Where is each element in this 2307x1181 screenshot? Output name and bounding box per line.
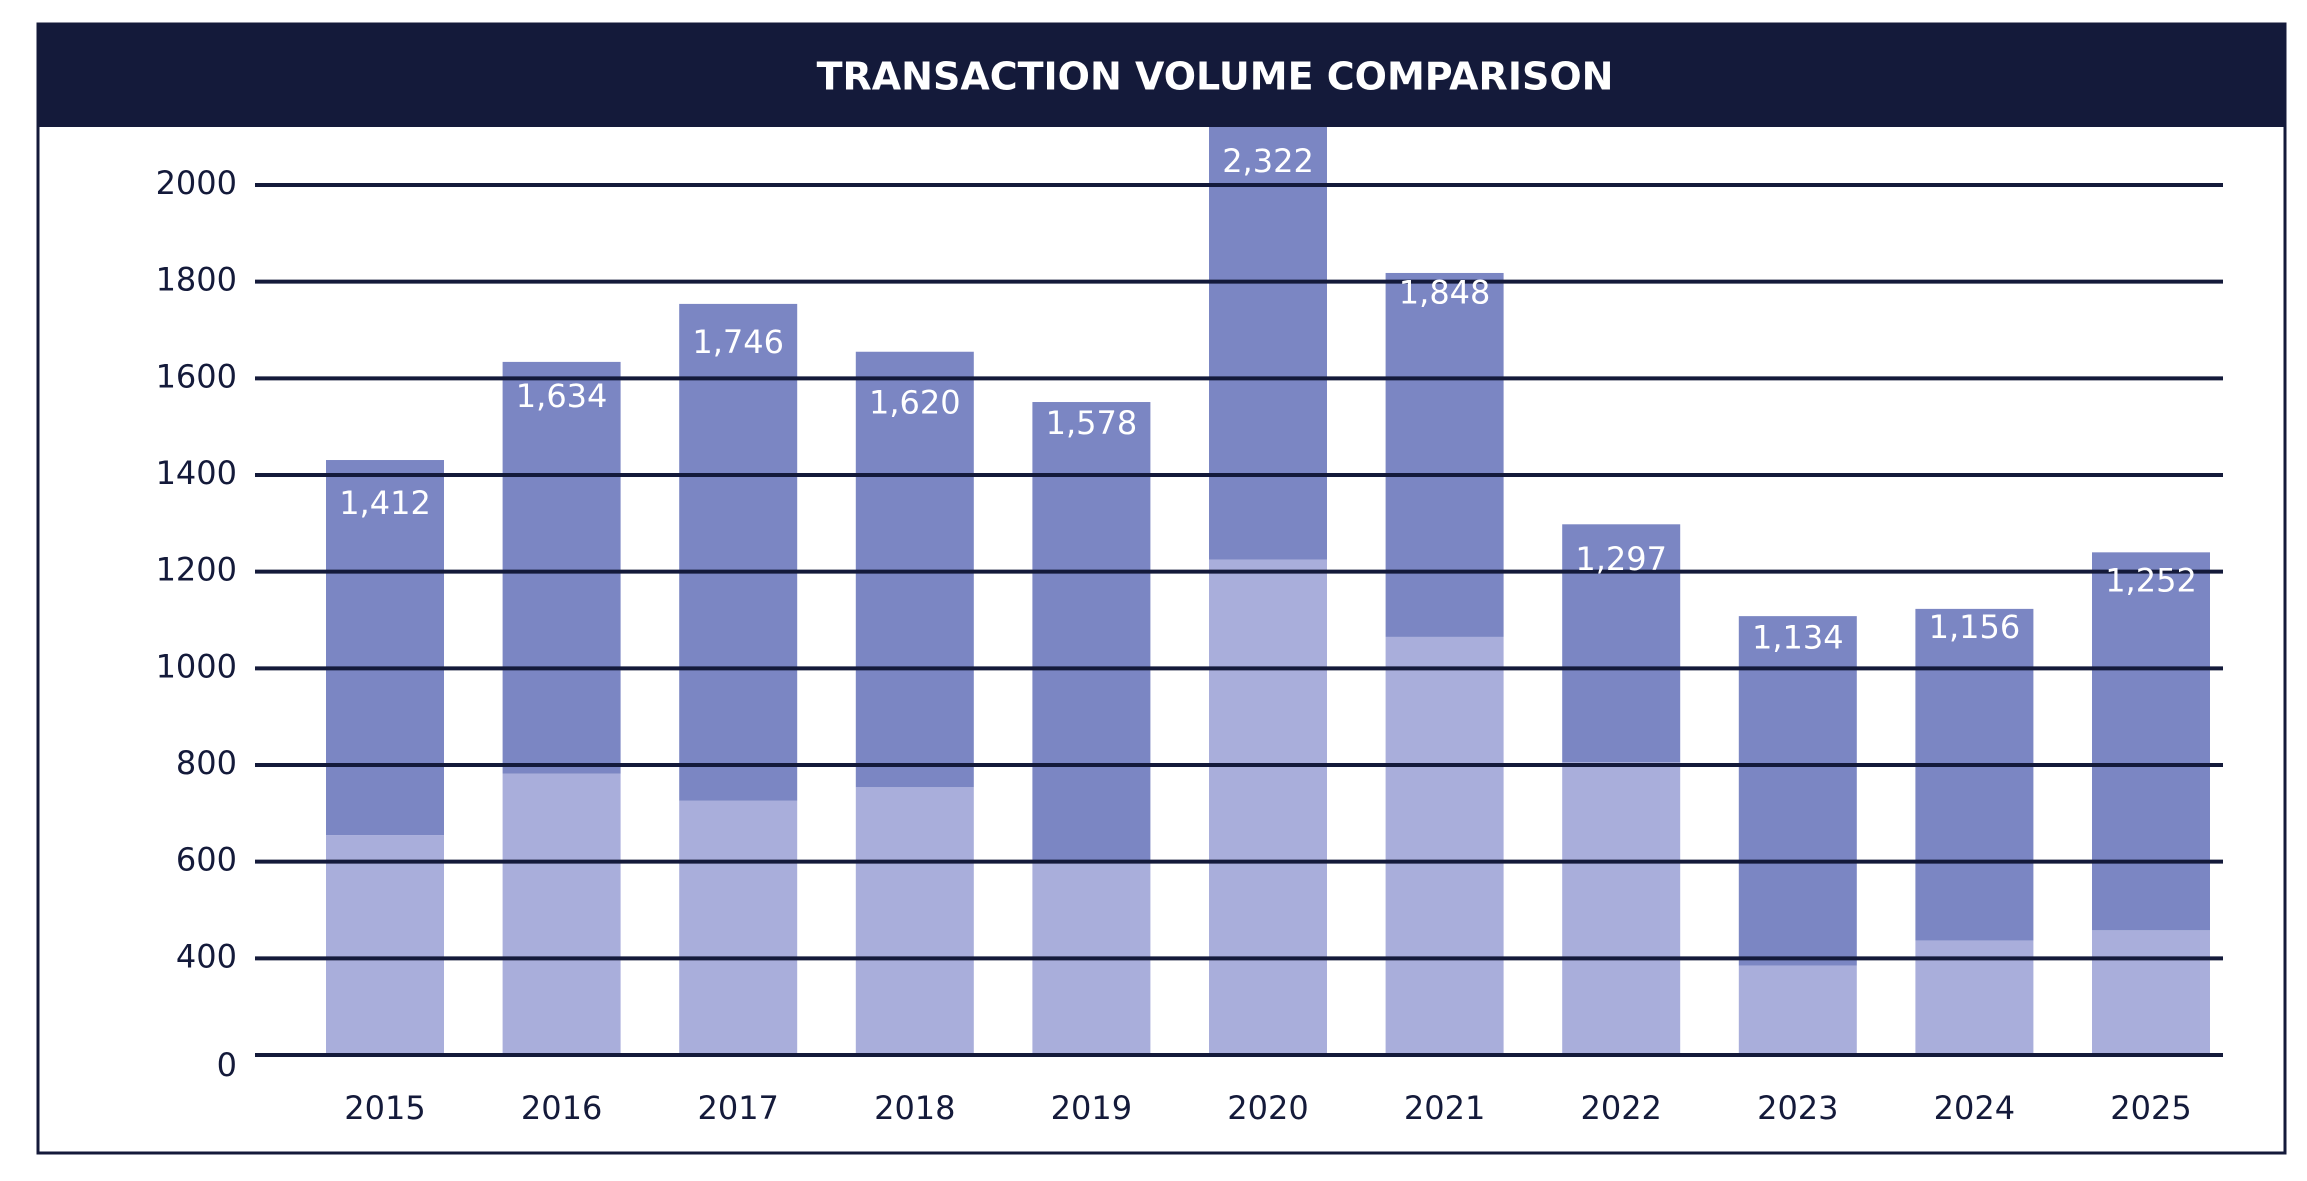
bar-group [326,127,2210,1055]
total-label: 1,297 [1575,540,1667,578]
total-label: 1,578 [1046,404,1138,442]
y-tick-label: 1600 [156,357,237,395]
total-label: 1,620 [869,384,961,422]
bar-segment [1209,559,1327,1055]
x-tick-label: 2024 [1934,1089,2015,1127]
bar-segment [1385,636,1504,1055]
y-tick-label: 800 [176,744,237,782]
y-tick-label: 600 [176,841,237,879]
bar-segment [2092,552,2210,931]
bar-segment [1032,402,1151,862]
bar-segment [679,303,798,801]
bar-segment [1562,762,1681,1055]
bar-segment [502,773,621,1055]
y-tick-label: 1000 [156,647,237,685]
total-label: 1,134 [1752,619,1844,657]
bar-segment [1915,608,2034,941]
x-tick-label: 2020 [1227,1089,1308,1127]
y-tick-label: 1800 [156,261,237,299]
x-tick-label: 2021 [1404,1089,1485,1127]
chart-title: TRANSACTION VOLUME COMPARISON [817,55,1614,99]
chart-header [38,24,2285,127]
x-tick-label: 2015 [344,1089,425,1127]
total-label: 2,322 [1222,142,1314,180]
total-label: 1,156 [1929,608,2021,646]
bar-segment [1738,965,1857,1055]
bar-segment [2092,930,2210,1055]
bar-segment [1562,524,1681,763]
total-label: 1,848 [1399,273,1491,311]
total-label: 1,252 [2105,562,2197,600]
bar-segment [1209,127,1327,560]
x-tick-label: 2025 [2110,1089,2191,1127]
x-tick-label: 2019 [1051,1089,1132,1127]
y-tick-label: 0 [217,1046,237,1084]
bar-segment [855,787,974,1055]
bar-segment [855,351,974,788]
bar-segment [679,800,798,1055]
bar-segment [1738,616,1857,966]
x-tick-label: 2016 [521,1089,602,1127]
bar-segment [1385,272,1504,637]
total-label: 1,746 [692,323,784,361]
total-label: 1,634 [516,377,608,415]
y-tick-label: 2000 [156,164,237,202]
total-label: 1,412 [339,484,431,522]
bar-segment [502,361,621,774]
bar-segment [326,460,444,836]
y-tick-label: 1400 [156,454,237,492]
x-tick-label: 2022 [1580,1089,1661,1127]
y-tick-label: 400 [176,937,237,975]
x-tick-label: 2023 [1757,1089,1838,1127]
x-tick-label: 2017 [697,1089,778,1127]
y-tick-label: 1200 [156,551,237,589]
bar-segment [326,835,444,1055]
x-tick-label: 2018 [874,1089,955,1127]
